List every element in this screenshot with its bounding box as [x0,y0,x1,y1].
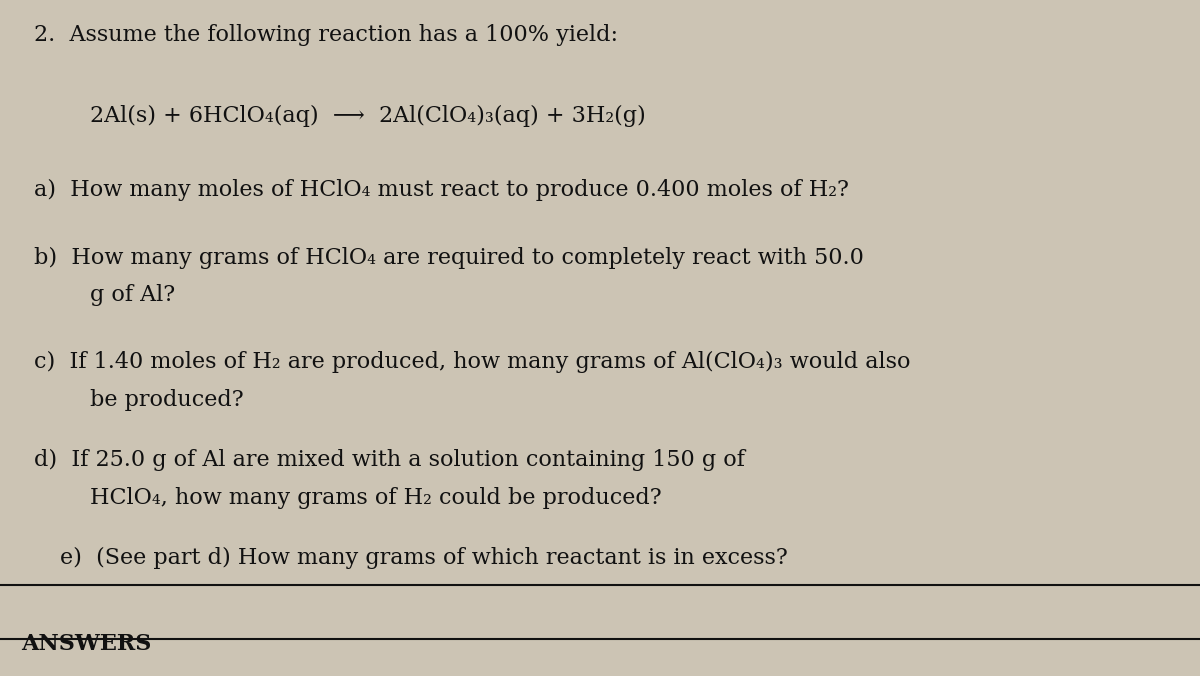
Text: 2.  Assume the following reaction has a 100% yield:: 2. Assume the following reaction has a 1… [34,24,618,45]
Text: e)  (See part d) How many grams of which reactant is in excess?: e) (See part d) How many grams of which … [60,548,787,569]
Text: a)  How many moles of HClO₄ must react to produce 0.400 moles of H₂?: a) How many moles of HClO₄ must react to… [34,179,848,201]
Text: be produced?: be produced? [90,389,244,410]
Text: 2Al(s) + 6HClO₄(aq)  ⟶  2Al(ClO₄)₃(aq) + 3H₂(g): 2Al(s) + 6HClO₄(aq) ⟶ 2Al(ClO₄)₃(aq) + 3… [90,105,646,126]
Text: HClO₄, how many grams of H₂ could be produced?: HClO₄, how many grams of H₂ could be pro… [90,487,661,508]
Text: g of Al?: g of Al? [90,284,175,306]
Text: c)  If 1.40 moles of H₂ are produced, how many grams of Al(ClO₄)₃ would also: c) If 1.40 moles of H₂ are produced, how… [34,352,910,373]
Text: d)  If 25.0 g of Al are mixed with a solution containing 150 g of: d) If 25.0 g of Al are mixed with a solu… [34,450,744,471]
Text: b)  How many grams of HClO₄ are required to completely react with 50.0: b) How many grams of HClO₄ are required … [34,247,864,268]
Text: ANSWERS: ANSWERS [22,633,152,655]
